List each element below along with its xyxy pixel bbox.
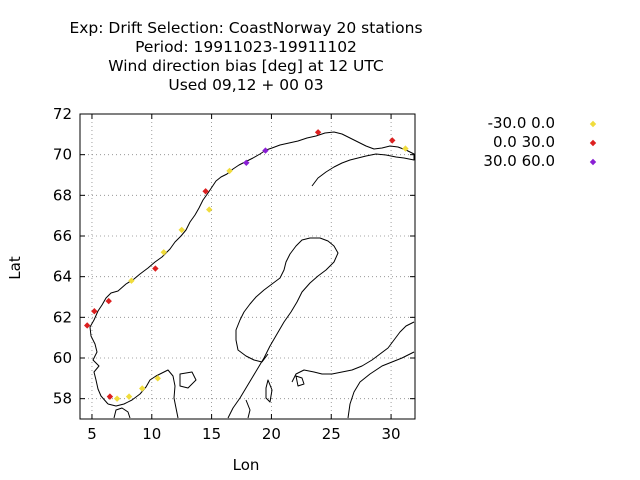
station-marker-series-1 xyxy=(314,129,322,136)
coastline-denmark xyxy=(113,407,131,419)
coastline-oland xyxy=(245,399,251,419)
coastline-norway xyxy=(89,131,415,405)
plot-frame xyxy=(79,113,416,420)
x-tick-label: 15 xyxy=(202,425,221,443)
coastline xyxy=(89,131,415,419)
station-marker-series-2 xyxy=(243,159,250,166)
station-marker-series-2 xyxy=(262,147,269,154)
coastline-aland xyxy=(295,375,305,387)
station-marker-series-1 xyxy=(389,137,396,144)
x-tick-label: 5 xyxy=(87,425,97,443)
station-markers xyxy=(83,129,409,402)
legend-marker xyxy=(589,120,597,128)
coastline-south xyxy=(107,369,179,419)
y-axis-label: Lat xyxy=(6,256,24,280)
legend-label: -30.0 0.0 xyxy=(488,114,555,132)
title-line-2: Period: 19911023-19911102 xyxy=(135,38,357,56)
station-marker-series-1 xyxy=(91,308,98,315)
legend-marker xyxy=(589,139,597,147)
legend-label: 0.0 30.0 xyxy=(493,133,555,151)
station-marker-series-0 xyxy=(402,145,409,152)
station-marker-series-0 xyxy=(206,206,213,213)
station-marker-series-0 xyxy=(178,226,185,234)
station-marker-series-0 xyxy=(226,167,233,175)
coastline-baltic xyxy=(347,351,415,419)
legend: -30.0 0.00.0 30.030.0 60.0 xyxy=(483,114,597,170)
y-tick-label: 58 xyxy=(53,390,72,408)
station-marker-series-1 xyxy=(83,322,91,329)
y-tick-label: 60 xyxy=(53,349,72,367)
station-marker-series-0 xyxy=(125,393,133,400)
x-axis-label: Lon xyxy=(233,456,260,474)
coastline-lake xyxy=(179,371,197,389)
x-tick-label: 25 xyxy=(322,425,341,443)
coastline-bothnia xyxy=(227,237,339,419)
x-tick-label: 20 xyxy=(262,425,281,443)
station-marker-series-1 xyxy=(106,393,114,400)
axis-ticks: 5 10 15 20 25 30 58 60 62 64 66 68 70 72 xyxy=(53,105,415,443)
station-marker-series-0 xyxy=(113,395,121,402)
station-marker-series-1 xyxy=(152,265,159,272)
station-marker-series-0 xyxy=(160,249,167,256)
y-tick-label: 66 xyxy=(53,227,72,245)
x-tick-label: 10 xyxy=(142,425,161,443)
station-marker-series-1 xyxy=(105,297,112,305)
station-marker-series-0 xyxy=(154,375,161,382)
y-tick-label: 64 xyxy=(53,268,72,286)
title-line-3: Wind direction bias [deg] at 12 UTC xyxy=(108,57,384,75)
station-marker-series-0 xyxy=(128,277,135,284)
station-marker-series-0 xyxy=(139,385,146,392)
y-tick-label: 70 xyxy=(53,146,72,164)
y-tick-label: 68 xyxy=(53,186,72,204)
title-line-4: Used 09,12 + 00 03 xyxy=(168,76,323,94)
y-tick-label: 72 xyxy=(53,105,72,123)
title-line-1: Exp: Drift Selection: CoastNorway 20 sta… xyxy=(69,19,422,37)
coastline-gotland xyxy=(265,379,273,403)
legend-marker xyxy=(589,158,597,166)
x-tick-label: 30 xyxy=(382,425,401,443)
station-marker-series-1 xyxy=(202,188,209,195)
legend-label: 30.0 60.0 xyxy=(483,152,555,170)
y-tick-label: 62 xyxy=(53,308,72,326)
coastline-finland xyxy=(291,321,415,383)
grid xyxy=(80,113,415,419)
